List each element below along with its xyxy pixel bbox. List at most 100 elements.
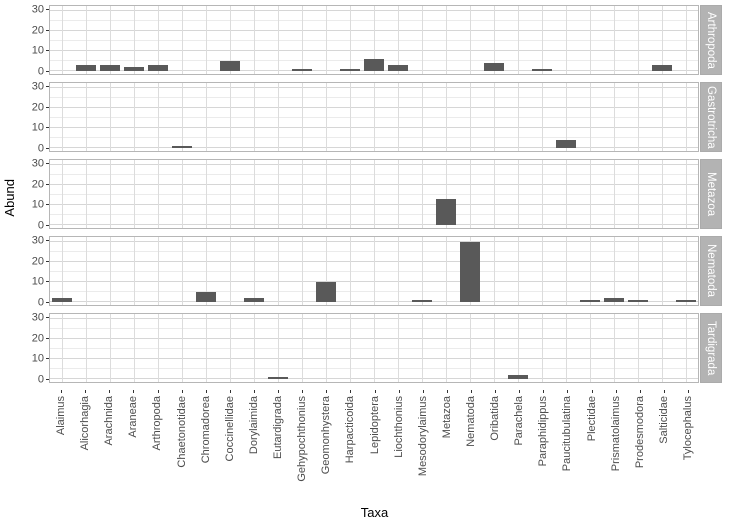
v-gridline	[566, 83, 567, 151]
v-gridline	[182, 6, 183, 74]
v-gridline	[85, 6, 87, 74]
x-tick-label-tylocephalus: Tylocephalus	[681, 396, 694, 461]
x-tick-label-arthropoda: Arthropoda	[151, 396, 164, 451]
v-gridline	[110, 6, 111, 74]
v-gridline	[350, 6, 351, 74]
v-gridline	[590, 6, 591, 74]
y-tick-label: 10	[31, 198, 44, 211]
y-tick-mark	[46, 281, 49, 283]
bar-liochthonius	[388, 64, 408, 71]
x-tick-mark	[229, 390, 231, 393]
x-tick-label-arachnida: Arachnida	[103, 396, 116, 446]
v-gridline	[278, 160, 279, 228]
x-tick-label-araneae: Araneae	[127, 396, 140, 438]
x-tick-mark	[374, 390, 376, 393]
facet-row-gastrotricha: 0 10 20 30 Gastrotricha	[18, 81, 729, 154]
v-gridline	[254, 83, 255, 151]
y-tick-label: 10	[31, 352, 44, 365]
v-gridline	[398, 83, 399, 151]
v-gridline	[422, 160, 423, 228]
v-gridline	[230, 314, 231, 382]
bar-arachnida	[100, 64, 120, 71]
x-tick-label-eutardigrada: Eutardigrada	[272, 396, 285, 459]
bar-paraphidippus	[532, 68, 552, 71]
v-gridline	[254, 160, 255, 228]
x-tick-mark	[615, 390, 617, 393]
v-gridline	[85, 83, 87, 151]
x-tick-mark	[567, 390, 569, 393]
v-gridline	[278, 237, 279, 305]
v-gridline	[686, 314, 687, 382]
y-tick-label: 30	[31, 311, 44, 324]
y-tick-mark	[46, 70, 49, 72]
x-tick-mark	[470, 390, 472, 393]
v-gridline	[542, 237, 543, 305]
y-axis-ticks	[46, 313, 49, 383]
v-gridline	[206, 314, 207, 382]
bar-lepidoptera	[364, 58, 384, 71]
v-gridline	[374, 237, 375, 305]
y-tick-mark	[46, 106, 49, 108]
v-gridline	[374, 160, 375, 228]
y-tick-mark	[46, 147, 49, 149]
v-gridline	[374, 6, 375, 74]
v-gridline	[446, 237, 447, 305]
y-tick-label: 20	[31, 255, 44, 268]
v-gridline	[494, 6, 495, 74]
x-tick-label-paucitubulatina: Paucitubulatina	[561, 396, 574, 472]
v-gridline	[230, 83, 231, 151]
v-gridline	[374, 83, 375, 151]
bar-salticidae	[652, 64, 672, 71]
bar-eutardigrada	[268, 376, 288, 379]
v-gridline	[302, 6, 303, 74]
y-tick-label: 10	[31, 44, 44, 57]
v-gridline	[686, 237, 687, 305]
v-gridline	[206, 6, 207, 74]
v-gridline	[590, 160, 591, 228]
y-axis-labels: 0 10 20 30	[18, 81, 46, 154]
v-gridline	[278, 6, 279, 74]
v-gridline	[469, 160, 471, 228]
bar-alaimus	[52, 297, 72, 302]
v-gridline	[326, 83, 327, 151]
x-tick-label-oribatida: Oribatida	[489, 396, 502, 441]
x-tick-mark	[85, 390, 87, 393]
v-gridline	[206, 83, 207, 151]
facet-strip-label: Arthropoda	[705, 11, 717, 69]
v-gridline	[638, 237, 639, 305]
v-gridline	[542, 160, 543, 228]
v-gridline	[254, 6, 255, 74]
v-gridline	[110, 83, 111, 151]
x-tick-mark	[422, 390, 424, 393]
v-gridline	[590, 314, 591, 382]
x-tick-label-chromadorea: Chromadorea	[199, 396, 212, 464]
bar-paucitubulatina	[556, 139, 576, 148]
v-gridline	[446, 314, 447, 382]
v-gridline	[518, 83, 519, 151]
plot-panel-tardigrada	[49, 313, 699, 383]
x-tick-mark	[302, 390, 304, 393]
v-gridline	[686, 6, 687, 74]
v-gridline	[230, 6, 231, 74]
x-tick-mark	[663, 390, 665, 393]
bar-dorylaimida	[244, 297, 264, 302]
x-tick-label-geomonhystera: Geomonhystera	[320, 396, 333, 475]
facet-strip-label: Metazoa	[705, 171, 717, 217]
v-gridline	[350, 83, 351, 151]
v-gridline	[278, 314, 279, 382]
y-axis-labels: 0 10 20 30	[18, 158, 46, 231]
y-tick-mark	[46, 163, 49, 165]
x-tick-label-prodesmodora: Prodesmodora	[633, 396, 646, 469]
facet-strip-tardigrada: Tardigrada	[700, 313, 722, 383]
y-tick-mark	[46, 29, 49, 31]
y-axis-labels: 0 10 20 30	[18, 4, 46, 77]
x-tick-mark	[61, 390, 63, 393]
v-gridline	[158, 314, 159, 382]
x-tick-mark	[133, 390, 135, 393]
y-axis-title: Abund	[1, 178, 17, 217]
bar-prismatolaimus	[604, 297, 624, 302]
y-axis-ticks	[46, 236, 49, 306]
v-gridline	[422, 83, 423, 151]
v-gridline	[350, 160, 351, 228]
v-gridline	[638, 6, 639, 74]
